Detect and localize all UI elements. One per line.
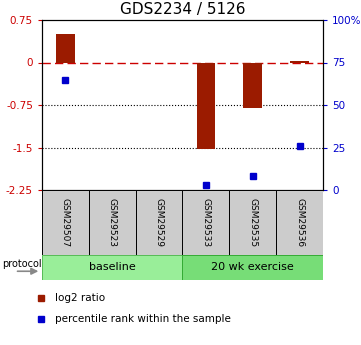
Text: percentile rank within the sample: percentile rank within the sample — [55, 314, 231, 324]
Text: 20 wk exercise: 20 wk exercise — [212, 263, 294, 273]
Text: GSM29536: GSM29536 — [295, 198, 304, 247]
Text: GSM29535: GSM29535 — [248, 198, 257, 247]
Bar — [136, 190, 183, 255]
Text: baseline: baseline — [89, 263, 136, 273]
Text: GSM29523: GSM29523 — [108, 198, 117, 247]
Text: GSM29507: GSM29507 — [61, 198, 70, 247]
Bar — [42, 190, 89, 255]
Text: protocol: protocol — [2, 259, 42, 269]
Bar — [89, 190, 136, 255]
Bar — [229, 190, 276, 255]
Bar — [243, 62, 262, 108]
Bar — [276, 190, 323, 255]
Text: log2 ratio: log2 ratio — [55, 293, 105, 303]
Bar — [290, 61, 309, 62]
Bar — [42, 255, 183, 280]
Text: GSM29533: GSM29533 — [201, 198, 210, 247]
Title: GDS2234 / 5126: GDS2234 / 5126 — [120, 2, 245, 18]
Text: GSM29529: GSM29529 — [155, 198, 164, 247]
Bar — [183, 190, 229, 255]
Bar — [196, 62, 215, 149]
Bar — [56, 34, 75, 62]
Bar — [183, 255, 323, 280]
